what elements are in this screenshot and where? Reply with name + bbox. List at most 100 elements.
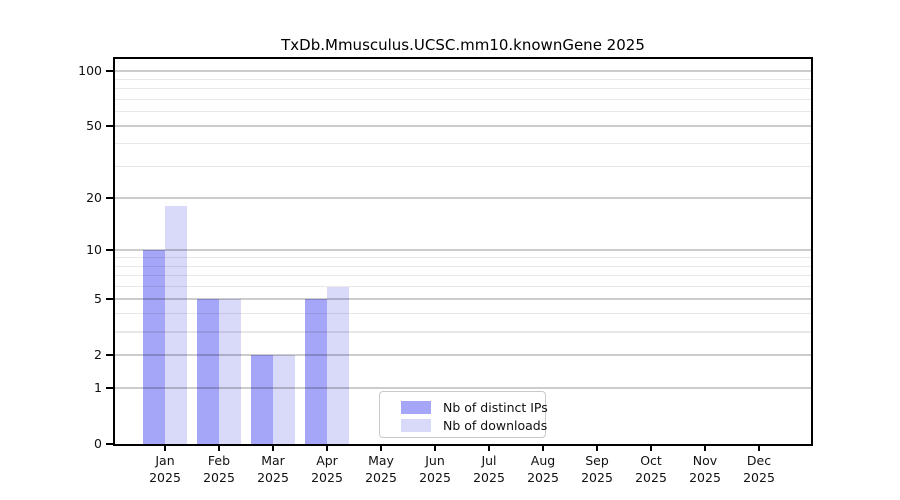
gridline-minor bbox=[115, 98, 811, 100]
legend-item-distinct-ips: Nb of distinct IPs bbox=[401, 399, 548, 416]
bar-distinct-ips-apr bbox=[305, 299, 327, 444]
y-axis-tick-label: 2 bbox=[94, 347, 102, 363]
gridline-major bbox=[115, 354, 811, 356]
x-axis-tick-label: Oct 2025 bbox=[624, 452, 678, 486]
bar-downloads-mar bbox=[273, 355, 295, 444]
bar-downloads-apr bbox=[327, 286, 349, 444]
bar-downloads-feb bbox=[219, 299, 241, 444]
x-label-year: 2025 bbox=[635, 470, 667, 485]
x-axis-tick bbox=[596, 444, 598, 451]
x-label-year: 2025 bbox=[743, 470, 775, 485]
x-axis-tick-label: Aug 2025 bbox=[516, 452, 570, 486]
bar-distinct-ips-jan bbox=[143, 250, 165, 444]
x-label-month: Feb bbox=[207, 453, 231, 468]
x-label-year: 2025 bbox=[689, 470, 721, 485]
bar-downloads-jan bbox=[165, 205, 187, 444]
gridline-minor bbox=[115, 165, 811, 167]
x-label-year: 2025 bbox=[365, 470, 397, 485]
bar-distinct-ips-feb bbox=[197, 299, 219, 444]
gridline-minor bbox=[115, 88, 811, 90]
y-axis-tick-label: 20 bbox=[86, 189, 102, 205]
gridline-minor bbox=[115, 78, 811, 80]
x-axis-tick-label: Jun 2025 bbox=[408, 452, 462, 486]
y-axis-tick bbox=[106, 249, 114, 251]
x-axis-tick bbox=[272, 444, 274, 451]
y-axis-tick bbox=[106, 197, 114, 199]
y-axis-tick bbox=[106, 443, 114, 445]
y-axis-tick-label: 1 bbox=[94, 379, 102, 395]
gridline-minor bbox=[115, 313, 811, 315]
x-label-month: Jan bbox=[155, 453, 175, 468]
x-axis-tick bbox=[326, 444, 328, 451]
legend-label-distinct-ips: Nb of distinct IPs bbox=[443, 400, 548, 415]
gridline-minor bbox=[115, 143, 811, 145]
gridline-major bbox=[115, 70, 811, 72]
x-label-month: Dec bbox=[746, 453, 772, 468]
x-label-month: Aug bbox=[530, 453, 556, 468]
y-axis-tick-label: 100 bbox=[78, 62, 102, 78]
y-axis-tick bbox=[106, 354, 114, 356]
gridline-major bbox=[115, 249, 811, 251]
gridline-major bbox=[115, 298, 811, 300]
x-axis-tick bbox=[488, 444, 490, 451]
x-axis-tick-label: Sep 2025 bbox=[570, 452, 624, 486]
x-axis-tick bbox=[542, 444, 544, 451]
x-label-month: Nov bbox=[692, 453, 718, 468]
x-axis-tick-label: Feb 2025 bbox=[192, 452, 246, 486]
y-axis-tick bbox=[106, 298, 114, 300]
gridline-minor bbox=[115, 257, 811, 259]
x-label-year: 2025 bbox=[419, 470, 451, 485]
gridline-major bbox=[115, 197, 811, 199]
x-axis-tick-label: Jul 2025 bbox=[462, 452, 516, 486]
legend-swatch-distinct-ips-icon bbox=[401, 401, 431, 414]
plot-area bbox=[115, 59, 811, 444]
x-label-year: 2025 bbox=[203, 470, 235, 485]
y-axis-tick-label: 5 bbox=[94, 291, 102, 307]
x-label-month: May bbox=[368, 453, 394, 468]
x-label-month: Jul bbox=[481, 453, 497, 468]
x-label-year: 2025 bbox=[257, 470, 289, 485]
gridline-minor bbox=[115, 275, 811, 277]
chart-title: TxDb.Mmusculus.UCSC.mm10.knownGene 2025 bbox=[281, 36, 645, 54]
x-label-month: Mar bbox=[261, 453, 285, 468]
x-axis-tick bbox=[218, 444, 220, 451]
gridline-major bbox=[115, 125, 811, 127]
legend-item-downloads: Nb of downloads bbox=[401, 417, 548, 434]
x-label-month: Apr bbox=[316, 453, 338, 468]
x-label-month: Jun bbox=[425, 453, 445, 468]
x-axis-tick-label: Jan 2025 bbox=[138, 452, 192, 486]
y-axis-tick bbox=[106, 70, 114, 72]
y-axis-tick bbox=[106, 125, 114, 127]
gridline-minor bbox=[115, 111, 811, 113]
legend: Nb of distinct IPs Nb of downloads bbox=[379, 391, 548, 438]
x-axis-tick-label: May 2025 bbox=[354, 452, 408, 486]
y-axis-tick-label: 50 bbox=[86, 118, 102, 134]
x-label-month: Oct bbox=[640, 453, 662, 468]
x-axis-tick bbox=[380, 444, 382, 451]
x-label-year: 2025 bbox=[527, 470, 559, 485]
x-label-year: 2025 bbox=[473, 470, 505, 485]
gridline-minor bbox=[115, 286, 811, 288]
x-axis-tick-label: Dec 2025 bbox=[732, 452, 786, 486]
x-axis-tick bbox=[650, 444, 652, 451]
y-axis-tick-label: 10 bbox=[86, 242, 102, 258]
x-label-year: 2025 bbox=[581, 470, 613, 485]
gridline-minor bbox=[115, 265, 811, 267]
x-axis-tick bbox=[704, 444, 706, 451]
y-axis-tick-label: 0 bbox=[94, 436, 102, 451]
x-axis-tick bbox=[758, 444, 760, 451]
y-axis-tick bbox=[106, 387, 114, 389]
x-axis-tick bbox=[434, 444, 436, 451]
legend-label-downloads: Nb of downloads bbox=[443, 418, 548, 433]
legend-swatch-downloads-icon bbox=[401, 419, 431, 432]
x-label-year: 2025 bbox=[311, 470, 343, 485]
gridline-major bbox=[115, 387, 811, 389]
x-axis-tick bbox=[164, 444, 166, 451]
bar-distinct-ips-mar bbox=[251, 355, 273, 444]
x-label-month: Sep bbox=[585, 453, 609, 468]
x-axis-tick-label: Apr 2025 bbox=[300, 452, 354, 486]
gridline-minor bbox=[115, 331, 811, 333]
x-label-year: 2025 bbox=[149, 470, 181, 485]
x-axis-tick-label: Nov 2025 bbox=[678, 452, 732, 486]
